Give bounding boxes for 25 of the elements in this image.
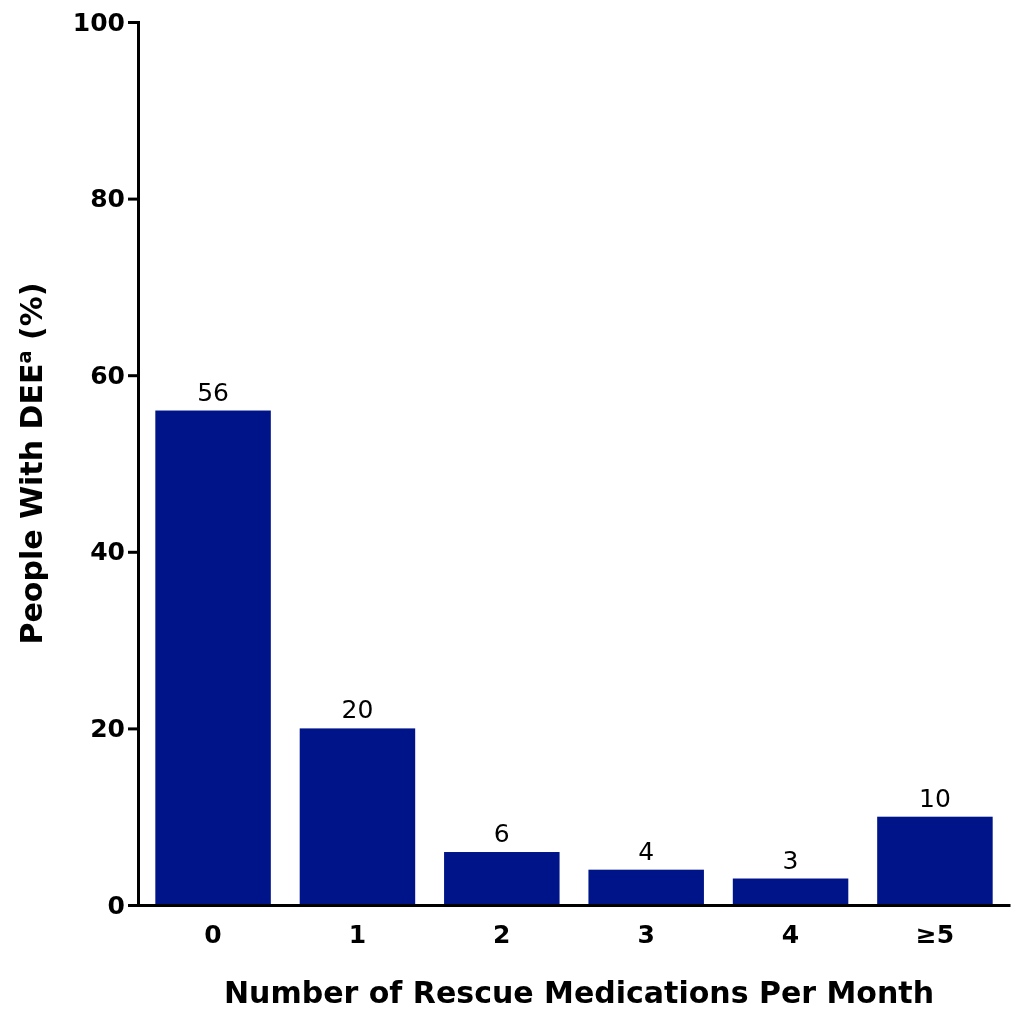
bar xyxy=(877,816,993,905)
data-label: 56 xyxy=(197,377,229,407)
x-tick-label: 2 xyxy=(493,920,511,949)
bar xyxy=(155,410,271,905)
bar xyxy=(299,728,416,905)
bar xyxy=(732,878,849,905)
y-tick-label: 40 xyxy=(90,537,125,567)
y-tick-label: 0 xyxy=(107,890,125,920)
y-tick-label: 20 xyxy=(90,713,125,743)
x-tick-label: ≥5 xyxy=(915,920,955,949)
data-label: 6 xyxy=(493,819,510,849)
bar xyxy=(588,869,704,905)
x-tick-label: 4 xyxy=(781,920,800,949)
y-tick-label: 100 xyxy=(72,7,125,37)
x-tick-label: 3 xyxy=(637,920,655,949)
data-label: 20 xyxy=(341,695,374,725)
data-label: 10 xyxy=(919,783,951,813)
data-label: 4 xyxy=(638,836,655,866)
data-label: 3 xyxy=(782,845,799,875)
y-tick-label: 80 xyxy=(90,184,125,214)
x-tick-label: 0 xyxy=(204,920,222,949)
y-tick-label: 60 xyxy=(90,360,125,390)
bar xyxy=(444,852,560,905)
x-axis-title: Number of Rescue Medications Per Month xyxy=(223,975,935,1010)
x-tick-label: 1 xyxy=(348,920,367,949)
